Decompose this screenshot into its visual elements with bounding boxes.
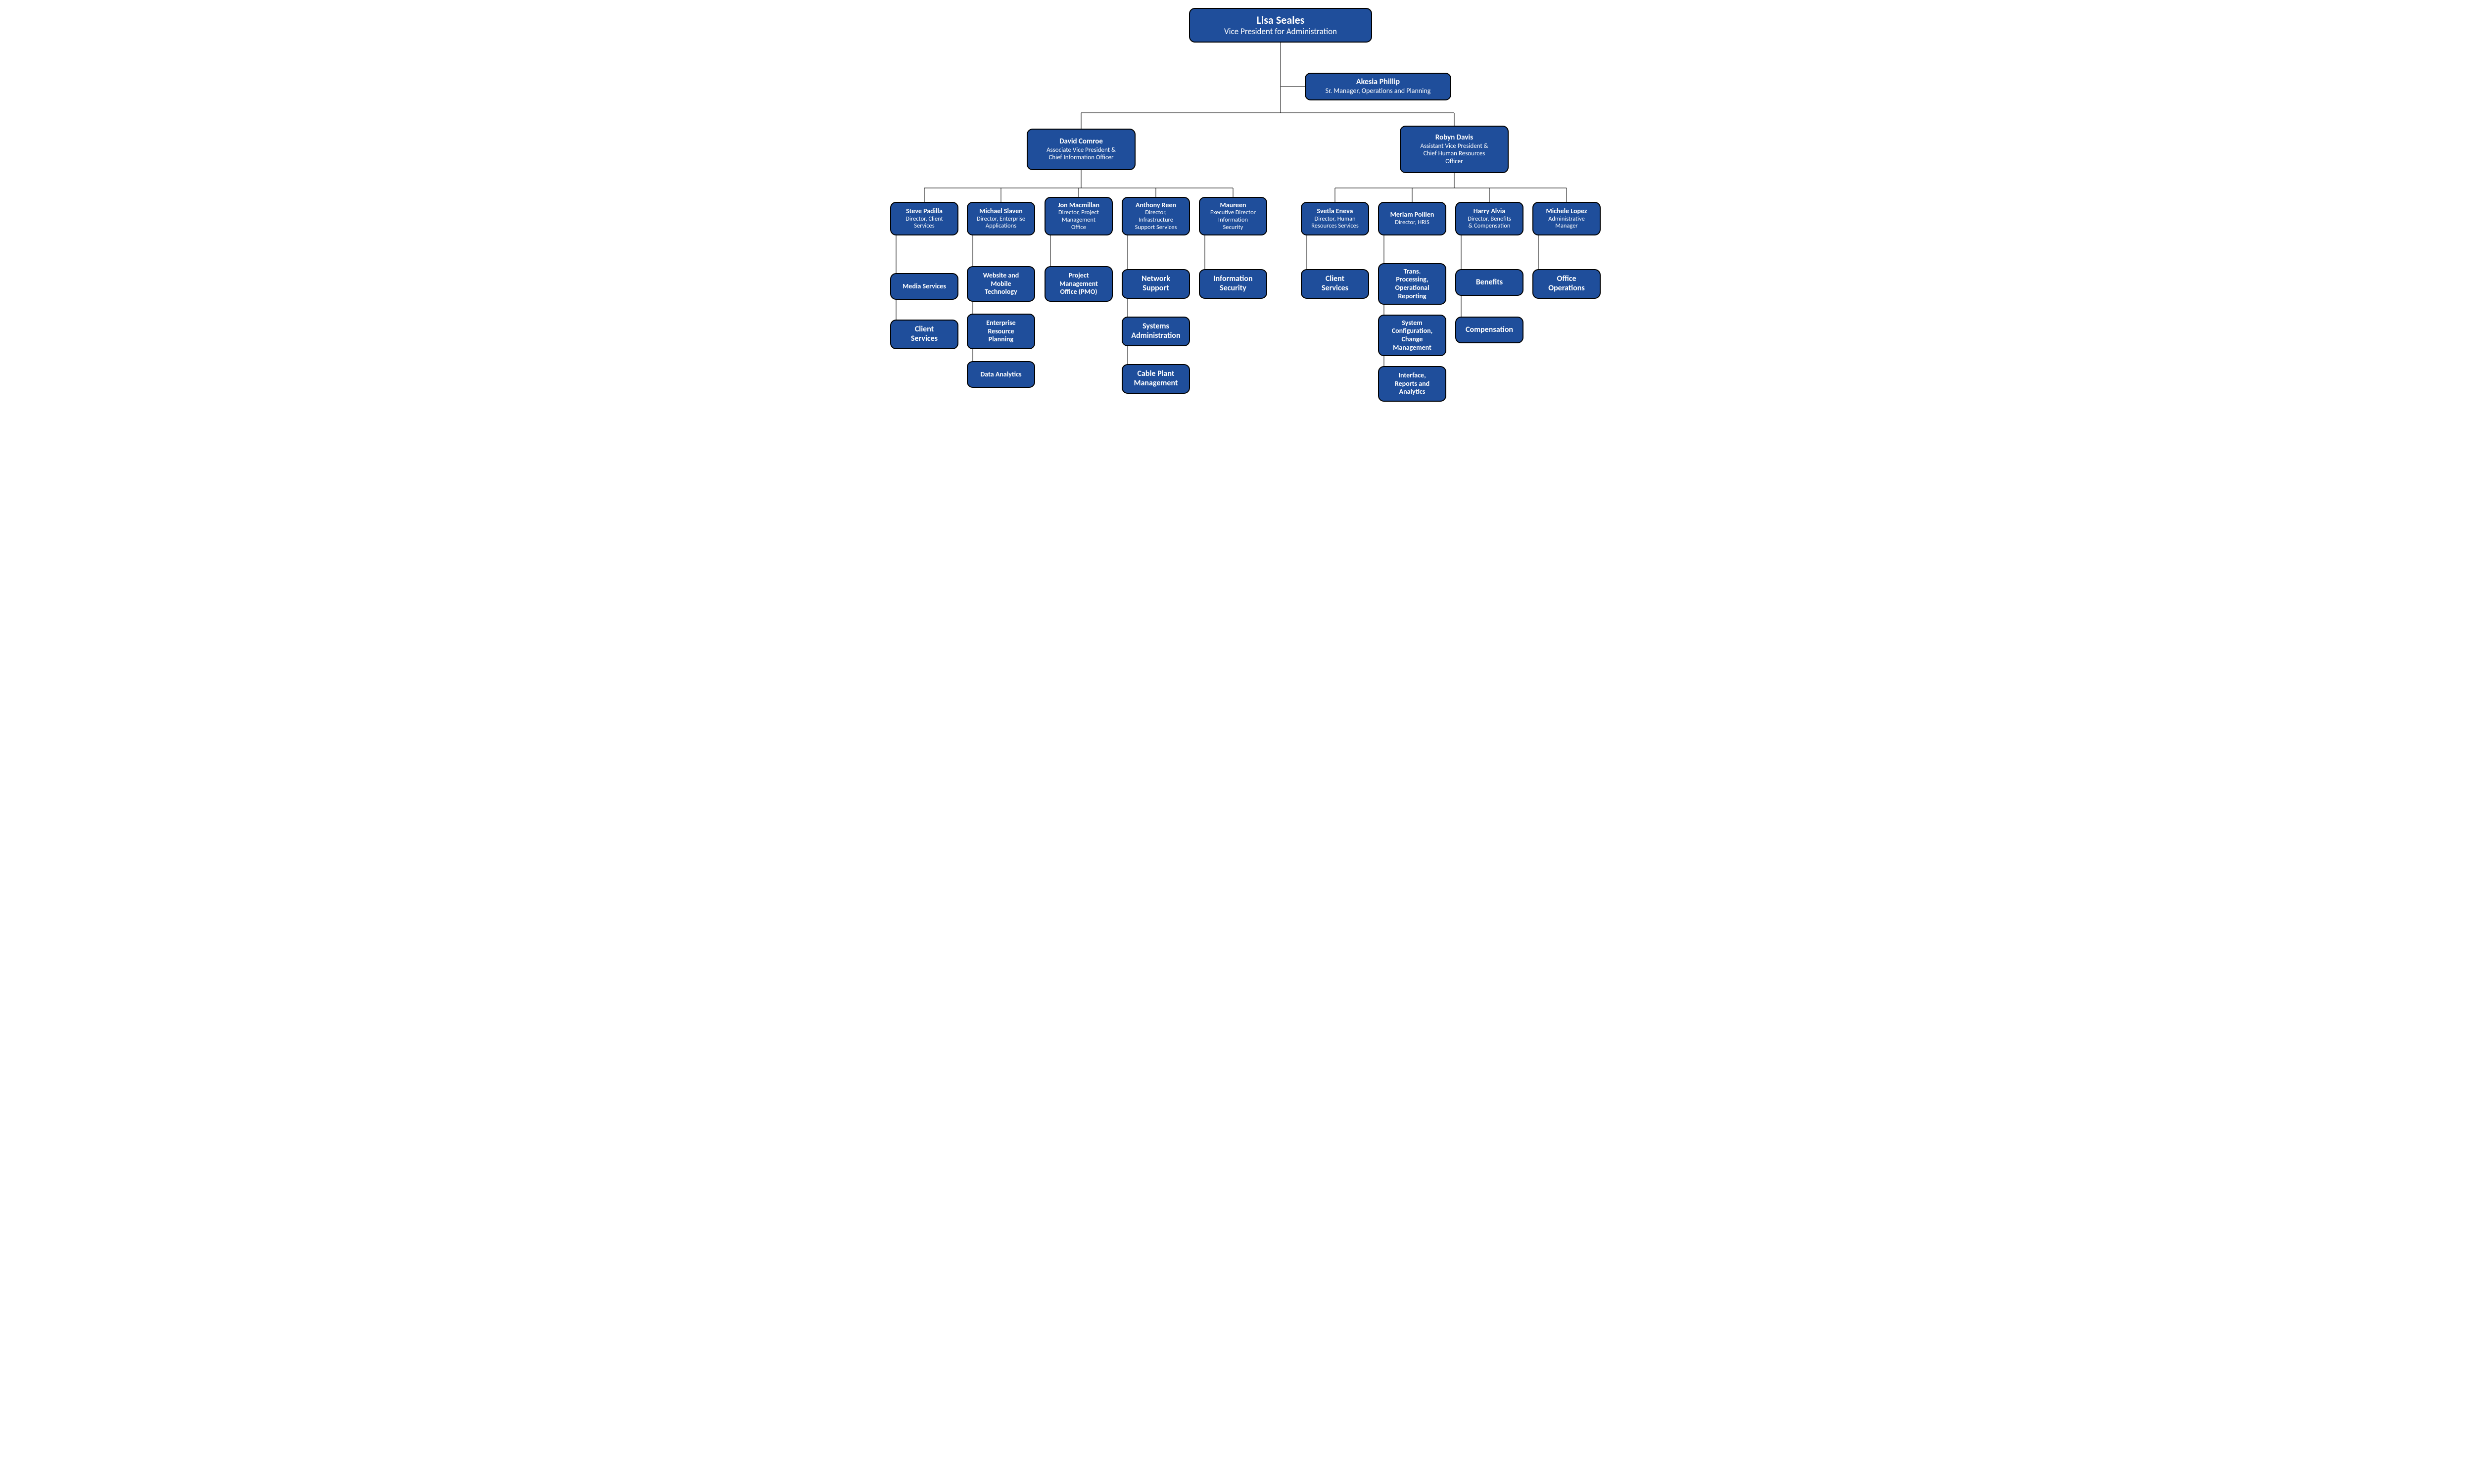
node-dir-polilen-title: Director, HRIS <box>1383 219 1441 227</box>
node-leaf-padilla-0-name: Media Services <box>895 282 953 291</box>
node-leaf-slaven-2-name: Website andMobileTechnology <box>972 272 1030 296</box>
node-dir-polilen-name: Meriam Polilen <box>1383 211 1441 219</box>
node-leaf-polilen-11-name: Trans.Processing,OperationalReporting <box>1383 268 1441 300</box>
node-leaf-reen-8-name: Cable PlantManagement <box>1127 370 1185 388</box>
node-leaf-polilen-11: Trans.Processing,OperationalReporting <box>1378 263 1446 305</box>
node-dir-alvia-name: Harry Alvia <box>1460 207 1519 216</box>
node-leaf-slaven-4: Data Analytics <box>967 361 1035 388</box>
node-dir-eneva-name: Svetla Eneva <box>1306 207 1364 216</box>
node-leaf-lopez-16-name: OfficeOperations <box>1537 275 1596 293</box>
node-dir-slaven-name: Michael Slaven <box>972 207 1030 216</box>
node-vp-left-name: David Comroe <box>1032 138 1131 146</box>
node-leaf-maureen-9: InformationSecurity <box>1199 269 1267 299</box>
node-dir-lopez: Michele LopezAdministrativeManager <box>1532 202 1601 235</box>
node-vp-right-title: Chief Human Resources <box>1405 150 1504 157</box>
node-leaf-alvia-14: Benefits <box>1455 269 1523 296</box>
node-vp-left-title: Associate Vice President & <box>1032 146 1131 154</box>
node-leaf-slaven-4-name: Data Analytics <box>972 371 1030 379</box>
node-dir-alvia: Harry AlviaDirector, Benefits& Compensat… <box>1455 202 1523 235</box>
node-dir-macmillan: Jon MacmillanDirector, ProjectManagement… <box>1045 197 1113 235</box>
node-root-name: Lisa Seales <box>1194 14 1367 27</box>
node-leaf-reen-7-name: SystemsAdministration <box>1127 322 1185 341</box>
node-vp-left: David ComroeAssociate Vice President &Ch… <box>1027 129 1136 170</box>
node-assistant-title: Sr. Manager, Operations and Planning <box>1310 87 1446 95</box>
node-dir-polilen: Meriam PolilenDirector, HRIS <box>1378 202 1446 235</box>
node-leaf-reen-8: Cable PlantManagement <box>1122 364 1190 394</box>
node-leaf-padilla-1-name: ClientServices <box>895 325 953 344</box>
node-leaf-eneva-10-name: ClientServices <box>1306 275 1364 293</box>
node-leaf-maureen-9-name: InformationSecurity <box>1204 275 1262 293</box>
node-leaf-lopez-16: OfficeOperations <box>1532 269 1601 299</box>
node-leaf-polilen-12-name: SystemConfiguration,ChangeManagement <box>1383 319 1441 352</box>
node-assistant-name: Akesia Phillip <box>1310 78 1446 87</box>
node-assistant: Akesia PhillipSr. Manager, Operations an… <box>1305 73 1451 100</box>
node-leaf-polilen-13-name: Interface,Reports andAnalytics <box>1383 371 1441 396</box>
node-leaf-slaven-3-name: EnterpriseResourcePlanning <box>972 319 1030 344</box>
node-root-title: Vice President for Administration <box>1194 27 1367 37</box>
node-dir-alvia-title: Director, Benefits& Compensation <box>1460 216 1519 231</box>
node-leaf-slaven-3: EnterpriseResourcePlanning <box>967 314 1035 349</box>
node-leaf-macmillan-5: ProjectManagementOffice (PMO) <box>1045 266 1113 302</box>
node-leaf-macmillan-5-name: ProjectManagementOffice (PMO) <box>1049 272 1108 296</box>
node-dir-macmillan-name: Jon Macmillan <box>1049 201 1108 210</box>
node-dir-padilla-name: Steve Padilla <box>895 207 953 216</box>
node-dir-reen-title: Director,InfrastructureSupport Services <box>1127 209 1185 231</box>
node-vp-right-name: Robyn Davis <box>1405 134 1504 142</box>
node-leaf-alvia-14-name: Benefits <box>1460 278 1519 287</box>
node-dir-eneva-title: Director, HumanResources Services <box>1306 216 1364 231</box>
node-leaf-eneva-10: ClientServices <box>1301 269 1369 299</box>
node-dir-lopez-title: AdministrativeManager <box>1537 216 1596 231</box>
node-vp-right: Robyn DavisAssistant Vice President &Chi… <box>1400 126 1509 173</box>
node-dir-macmillan-title: Director, ProjectManagementOffice <box>1049 209 1108 231</box>
node-leaf-polilen-12: SystemConfiguration,ChangeManagement <box>1378 315 1446 356</box>
node-root: Lisa SealesVice President for Administra… <box>1189 8 1372 43</box>
node-leaf-polilen-13: Interface,Reports andAnalytics <box>1378 366 1446 402</box>
node-leaf-reen-6-name: NetworkSupport <box>1127 275 1185 293</box>
node-leaf-alvia-15: Compensation <box>1455 317 1523 343</box>
node-vp-left-title: Chief Information Officer <box>1032 154 1131 161</box>
node-dir-slaven: Michael SlavenDirector, EnterpriseApplic… <box>967 202 1035 235</box>
node-dir-eneva: Svetla EnevaDirector, HumanResources Ser… <box>1301 202 1369 235</box>
node-leaf-reen-6: NetworkSupport <box>1122 269 1190 299</box>
node-dir-maureen-name: Maureen <box>1204 201 1262 210</box>
node-dir-lopez-name: Michele Lopez <box>1537 207 1596 216</box>
org-chart-canvas: Lisa SealesVice President for Administra… <box>874 0 1600 411</box>
node-leaf-alvia-15-name: Compensation <box>1460 325 1519 335</box>
node-dir-maureen: MaureenExecutive DirectorInformationSecu… <box>1199 197 1267 235</box>
node-dir-slaven-title: Director, EnterpriseApplications <box>972 216 1030 231</box>
node-leaf-reen-7: SystemsAdministration <box>1122 317 1190 346</box>
node-leaf-slaven-2: Website andMobileTechnology <box>967 266 1035 302</box>
node-leaf-padilla-0: Media Services <box>890 273 958 300</box>
node-vp-right-title: Assistant Vice President & <box>1405 142 1504 150</box>
node-dir-maureen-title: Executive DirectorInformationSecurity <box>1204 209 1262 231</box>
node-leaf-padilla-1: ClientServices <box>890 320 958 349</box>
node-dir-reen-name: Anthony Reen <box>1127 201 1185 210</box>
node-dir-padilla-title: Director, ClientServices <box>895 216 953 231</box>
node-dir-reen: Anthony ReenDirector,InfrastructureSuppo… <box>1122 197 1190 235</box>
node-dir-padilla: Steve PadillaDirector, ClientServices <box>890 202 958 235</box>
node-vp-right-title: Officer <box>1405 158 1504 165</box>
